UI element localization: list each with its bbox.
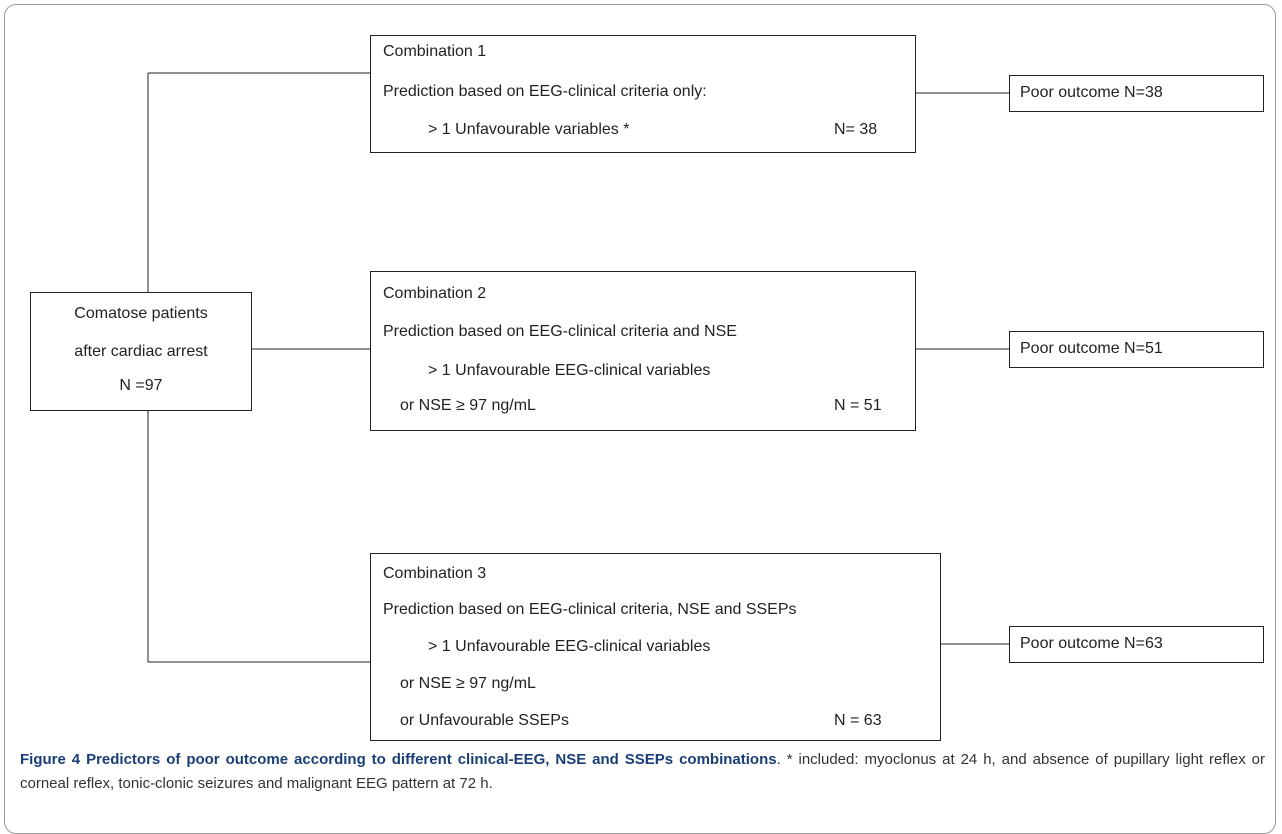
start-text: Comatose patients [74,305,207,322]
combination-item: > 1 Unfavourable EEG-clinical variables [428,638,710,655]
outcome-text: Poor outcome N=63 [1020,635,1163,652]
combination-prediction: Prediction based on EEG-clinical criteri… [383,83,707,100]
combination-prediction: Prediction based on EEG-clinical criteri… [383,601,797,618]
start-text: N =97 [119,377,162,394]
combination-count: N = 51 [834,397,882,414]
combination-box [370,553,941,741]
outcome-box [1009,626,1264,663]
start-box [30,292,252,411]
combination-item: or NSE ≥ 97 ng/mL [400,675,536,692]
combination-item: or NSE ≥ 97 ng/mL [400,397,536,414]
combination-box [370,35,916,153]
outcome-text: Poor outcome N=51 [1020,340,1163,357]
outcome-text: Poor outcome N=38 [1020,84,1163,101]
combination-count: N= 38 [834,121,877,138]
caption-title: Predictors of poor outcome according to … [86,751,777,768]
combination-item: or Unfavourable SSEPs [400,712,569,729]
combination-prediction: Prediction based on EEG-clinical criteri… [383,323,737,340]
combination-item: > 1 Unfavourable EEG-clinical variables [428,362,710,379]
diagram: Comatose patients after cardiac arrest N =… [30,35,1264,741]
combination-title: Combination 3 [383,565,486,582]
combination-count: N = 63 [834,712,882,729]
caption-text: . * included: myoclonus at 24 h, and abs… [20,751,1265,792]
caption-label: Figure 4 [20,751,81,768]
combination-box [370,271,916,431]
outcome-box [1009,331,1264,368]
combination-title: Combination 2 [383,285,486,302]
combination-title: Combination 1 [383,43,486,60]
outcome-box [1009,75,1264,112]
start-text: after cardiac arrest [74,343,208,360]
caption: Figure 4 Predictors of poor outcome acco… [20,748,1265,796]
combination-item: > 1 Unfavourable variables * [428,121,629,138]
